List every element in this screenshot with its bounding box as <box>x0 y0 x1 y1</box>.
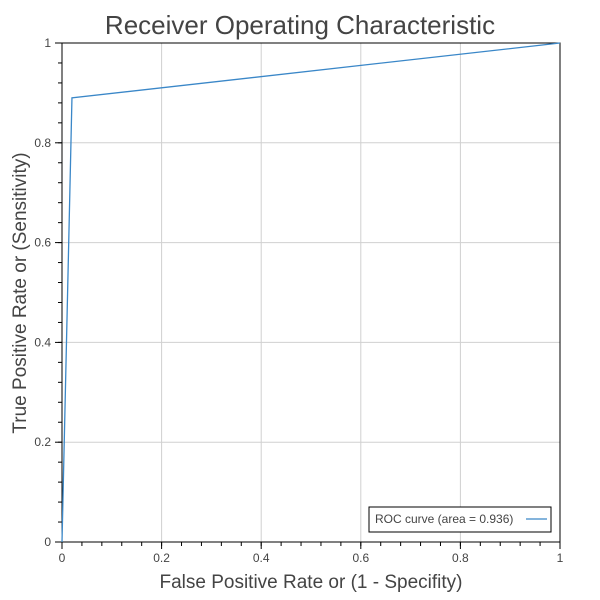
y-tick-label: 0.8 <box>34 136 51 150</box>
x-tick-label: 0.6 <box>352 551 369 565</box>
y-axis: 0 0.2 0.4 0.6 0.8 1 <box>34 36 62 549</box>
x-tick-label: 0.2 <box>153 551 170 565</box>
x-axis-label: False Positive Rate or (1 - Specifity) <box>159 572 462 593</box>
legend-box <box>368 506 552 533</box>
y-tick-label: 1 <box>44 36 51 50</box>
legend-entry-label: ROC curve (area = 0.936) <box>375 512 513 526</box>
x-tick-label: 0.4 <box>253 551 270 565</box>
roc-curve-line <box>61 42 561 543</box>
chart-title: Receiver Operating Characteristic <box>105 10 495 40</box>
x-tick-label: 1 <box>557 551 564 565</box>
plot-area <box>61 42 561 543</box>
y-tick-label: 0 <box>44 535 51 549</box>
y-tick-label: 0.6 <box>34 236 51 250</box>
x-tick-label: 0 <box>59 551 66 565</box>
x-tick-label: 0.8 <box>452 551 469 565</box>
legend: ROC curve (area = 0.936) <box>368 506 552 533</box>
grid-lines <box>62 43 560 542</box>
y-tick-label: 0.2 <box>34 435 51 449</box>
x-axis: 0 0.2 0.4 0.6 0.8 1 <box>59 542 564 565</box>
y-axis-label: True Positive Rate or (Sensitivity) <box>10 152 31 433</box>
y-tick-label: 0.4 <box>34 335 51 349</box>
series-lines <box>61 42 561 543</box>
